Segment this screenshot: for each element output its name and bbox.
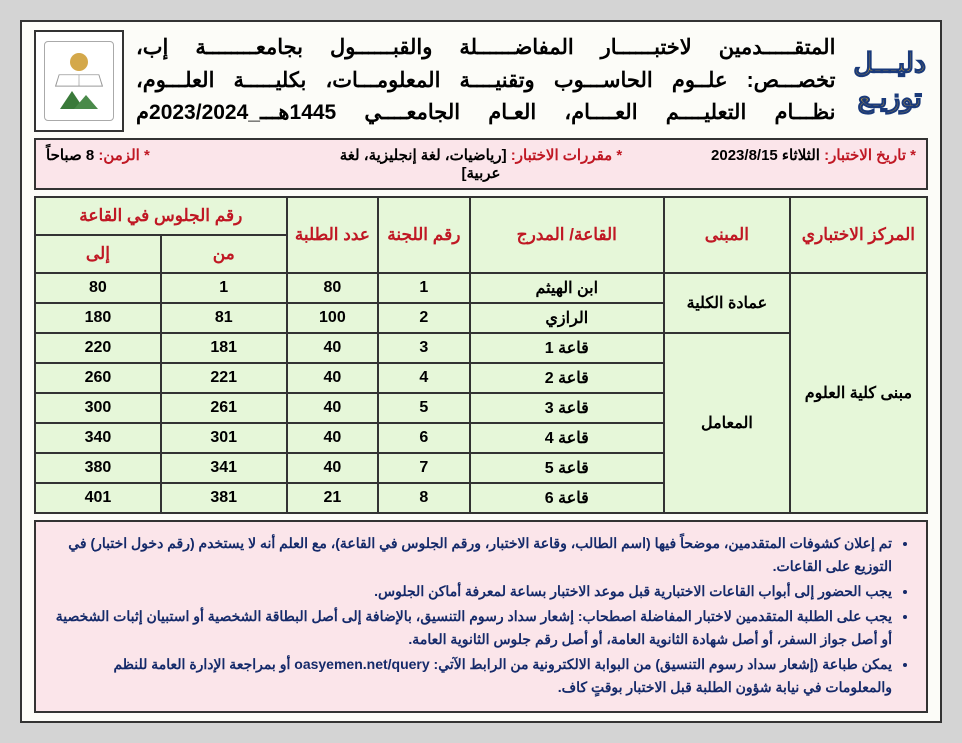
cell-committee: 8 [378, 483, 469, 513]
note-item: يجب الحضور إلى أبواب القاعات الاختبارية … [46, 580, 892, 603]
th-committee: رقم اللجنة [378, 197, 469, 273]
cell-from: 381 [161, 483, 287, 513]
page: دليـــل توزيـع المتقـــــدمين لاختبـــــ… [20, 20, 942, 723]
header-line2: تخصـــص: علــوم الحاســـوب وتقنيــــة ال… [136, 65, 835, 98]
cell-building: المعامل [664, 333, 790, 513]
cell-hall: قاعة 4 [470, 423, 664, 453]
cell-committee: 3 [378, 333, 469, 363]
th-hall: القاعة/ المدرج [470, 197, 664, 273]
exam-date: * تاريخ الاختبار: الثلاثاء 2023/8/15 [626, 146, 916, 182]
header-row: دليـــل توزيـع المتقـــــدمين لاختبـــــ… [34, 30, 928, 132]
cell-from: 221 [161, 363, 287, 393]
cell-count: 40 [287, 423, 378, 453]
cell-count: 40 [287, 333, 378, 363]
cell-to: 260 [35, 363, 161, 393]
table-head: المركز الاختباري المبنى القاعة/ المدرج ر… [35, 197, 927, 273]
subjects-label: * مقررات الاختبار: [511, 147, 622, 164]
side-title-line1: دليـــل [853, 46, 926, 81]
side-title-line2: توزيـع [858, 81, 922, 116]
cell-from: 261 [161, 393, 287, 423]
cell-from: 341 [161, 453, 287, 483]
cell-count: 40 [287, 393, 378, 423]
cell-count: 40 [287, 453, 378, 483]
cell-from: 301 [161, 423, 287, 453]
cell-committee: 7 [378, 453, 469, 483]
header-line3: نظـــام التعليــــم العــــام، العـام ال… [136, 97, 835, 130]
cell-count: 40 [287, 363, 378, 393]
th-to: إلى [35, 235, 161, 273]
cell-from: 1 [161, 273, 287, 303]
th-from: من [161, 235, 287, 273]
note-item: تم إعلان كشوفات المتقدمين، موضحاً فيها (… [46, 532, 892, 578]
exam-subjects: * مقررات الاختبار: [رياضيات، لغة إنجليزي… [336, 146, 626, 182]
cell-committee: 5 [378, 393, 469, 423]
cell-hall: قاعة 3 [470, 393, 664, 423]
cell-building: عمادة الكلية [664, 273, 790, 333]
info-bar: * تاريخ الاختبار: الثلاثاء 2023/8/15 * م… [34, 138, 928, 190]
date-label: * تاريخ الاختبار: [824, 147, 916, 164]
cell-to: 80 [35, 273, 161, 303]
cell-hall: قاعة 5 [470, 453, 664, 483]
cell-to: 340 [35, 423, 161, 453]
table-body: مبنى كلية العلومعمادة الكليةابن الهيثم18… [35, 273, 927, 513]
cell-hall: الرازي [470, 303, 664, 333]
cell-committee: 1 [378, 273, 469, 303]
th-seat-group: رقم الجلوس في القاعة [35, 197, 287, 235]
th-center: المركز الاختباري [790, 197, 927, 273]
cell-hall: قاعة 6 [470, 483, 664, 513]
cell-hall: قاعة 1 [470, 333, 664, 363]
note-item: يمكن طباعة (إشعار سداد رسوم التنسيق) من … [46, 653, 892, 699]
cell-count: 100 [287, 303, 378, 333]
distribution-table: المركز الاختباري المبنى القاعة/ المدرج ر… [34, 196, 928, 514]
cell-to: 300 [35, 393, 161, 423]
cell-committee: 2 [378, 303, 469, 333]
exam-time: * الزمن: 8 صباحاً [46, 146, 336, 182]
cell-from: 181 [161, 333, 287, 363]
date-value: الثلاثاء 2023/8/15 [711, 147, 820, 164]
header-line1: المتقـــــدمين لاختبــــــار المفاضـــــ… [136, 32, 835, 65]
note-item: يجب على الطلبة المتقدمين لاختبار المفاضل… [46, 605, 892, 651]
cell-to: 380 [35, 453, 161, 483]
cell-count: 21 [287, 483, 378, 513]
header-text: المتقـــــدمين لاختبــــــار المفاضـــــ… [132, 30, 843, 132]
cell-hall: ابن الهيثم [470, 273, 664, 303]
th-building: المبنى [664, 197, 790, 273]
side-title: دليـــل توزيـع [851, 30, 928, 132]
th-count: عدد الطلبة [287, 197, 378, 273]
time-value: 8 صباحاً [46, 147, 94, 164]
cell-to: 180 [35, 303, 161, 333]
cell-committee: 6 [378, 423, 469, 453]
cell-center: مبنى كلية العلوم [790, 273, 927, 513]
university-logo [34, 30, 124, 132]
cell-committee: 4 [378, 363, 469, 393]
subjects-value: [رياضيات، لغة إنجليزية، لغة عربية] [340, 147, 507, 182]
table-row: مبنى كلية العلومعمادة الكليةابن الهيثم18… [35, 273, 927, 303]
cell-to: 401 [35, 483, 161, 513]
time-label: * الزمن: [98, 147, 149, 164]
cell-from: 81 [161, 303, 287, 333]
cell-to: 220 [35, 333, 161, 363]
notes-box: تم إعلان كشوفات المتقدمين، موضحاً فيها (… [34, 520, 928, 714]
cell-hall: قاعة 2 [470, 363, 664, 393]
notes-list: تم إعلان كشوفات المتقدمين، موضحاً فيها (… [46, 532, 908, 700]
logo-icon [44, 41, 114, 121]
cell-count: 80 [287, 273, 378, 303]
